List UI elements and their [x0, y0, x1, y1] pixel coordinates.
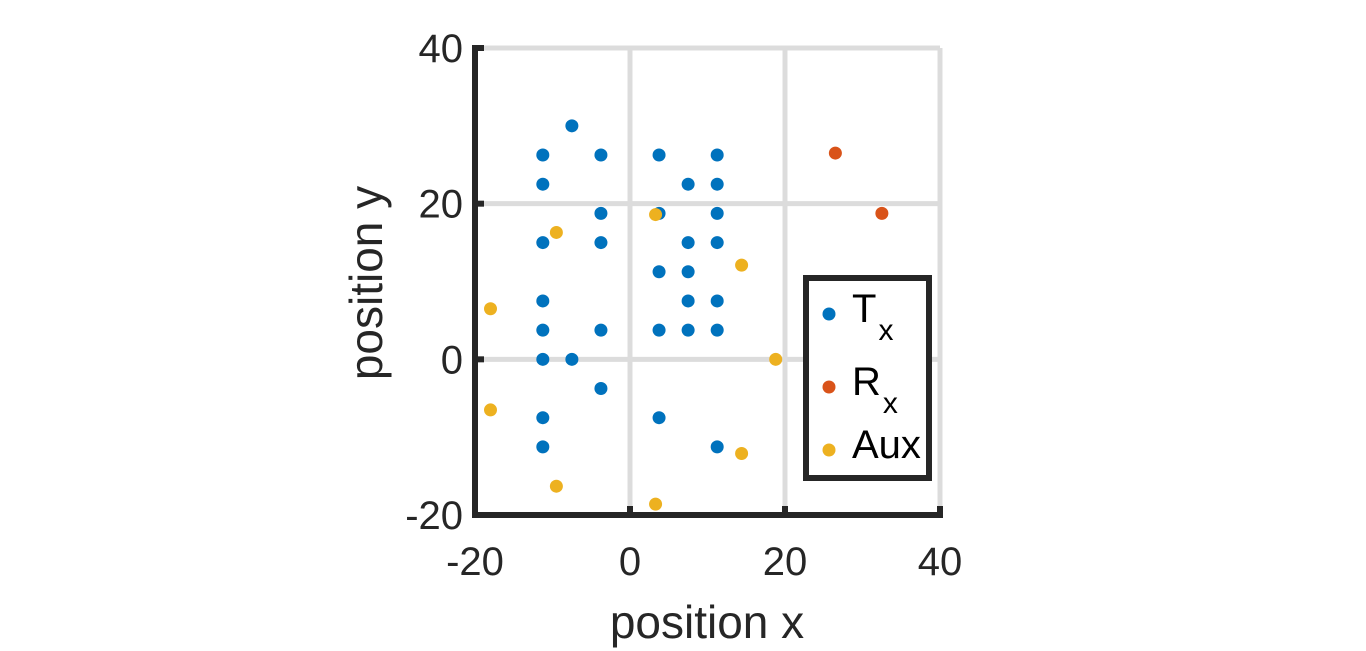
- point-tx: [594, 382, 608, 396]
- point-rx: [828, 146, 842, 160]
- data-points: [484, 119, 889, 511]
- point-aux: [649, 497, 663, 511]
- point-tx: [652, 265, 666, 279]
- point-aux: [649, 208, 663, 222]
- x-axis-label: position x: [610, 596, 804, 648]
- point-tx: [681, 294, 695, 308]
- point-tx: [594, 206, 608, 220]
- legend-label-rx: R: [852, 360, 881, 404]
- point-aux: [549, 225, 563, 239]
- legend-subscript-rx: x: [883, 387, 898, 420]
- point-aux: [549, 479, 563, 493]
- point-tx: [536, 440, 550, 454]
- point-aux: [769, 352, 783, 366]
- legend-marker-rx: [822, 380, 836, 394]
- point-aux: [484, 403, 497, 417]
- point-tx: [536, 294, 550, 308]
- y-tick-label: 20: [419, 183, 464, 227]
- point-tx: [681, 265, 695, 279]
- point-tx: [710, 206, 724, 220]
- point-aux: [484, 302, 497, 316]
- point-tx: [594, 236, 608, 250]
- x-tick-label: 0: [619, 540, 641, 584]
- legend-marker-aux: [822, 443, 836, 457]
- point-tx: [710, 440, 724, 454]
- point-tx: [536, 352, 550, 366]
- point-tx: [710, 323, 724, 337]
- point-tx: [652, 411, 666, 425]
- point-tx: [710, 177, 724, 191]
- x-tick-label: -20: [446, 540, 504, 584]
- point-aux: [735, 447, 749, 461]
- point-rx: [875, 206, 889, 220]
- point-tx: [681, 236, 695, 250]
- point-tx: [565, 119, 579, 133]
- point-tx: [594, 323, 608, 337]
- point-tx: [681, 323, 695, 337]
- y-tick-label: -20: [405, 494, 463, 538]
- y-tick-label: 0: [441, 338, 463, 382]
- point-tx: [710, 148, 724, 162]
- x-tick-label: 20: [763, 540, 808, 584]
- legend-label-tx: T: [852, 287, 876, 331]
- legend-subscript-tx: x: [878, 314, 893, 347]
- point-tx: [536, 411, 550, 425]
- point-tx: [710, 236, 724, 250]
- x-tick-label: 40: [918, 540, 963, 584]
- legend-marker-tx: [822, 307, 836, 321]
- point-tx: [536, 323, 550, 337]
- point-aux: [735, 258, 749, 272]
- y-axis-label: position y: [340, 186, 392, 380]
- tick-labels: -20 0 20 40 -20 0 20 40: [405, 27, 962, 584]
- axes: [472, 45, 943, 518]
- point-tx: [652, 323, 666, 337]
- point-tx: [565, 352, 579, 366]
- point-tx: [536, 236, 550, 250]
- point-tx: [536, 148, 550, 162]
- point-tx: [710, 294, 724, 308]
- point-tx: [652, 148, 666, 162]
- y-tick-label: 40: [419, 27, 464, 71]
- point-tx: [681, 177, 695, 191]
- point-tx: [594, 148, 608, 162]
- legend-label-aux: Aux: [852, 423, 921, 467]
- point-tx: [536, 177, 550, 191]
